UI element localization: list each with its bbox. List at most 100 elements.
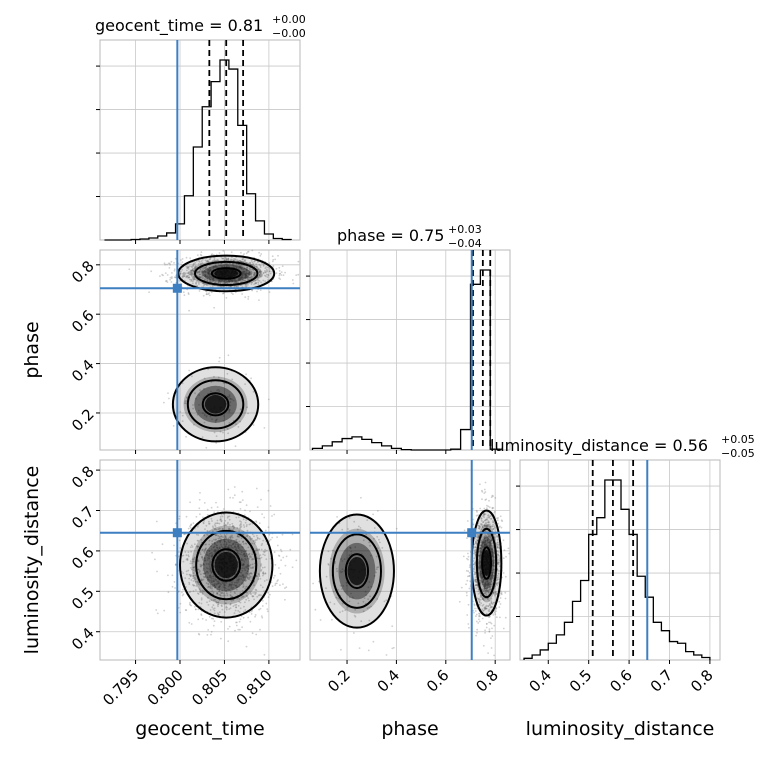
sample-point — [248, 276, 250, 279]
sample-point — [233, 494, 236, 497]
sample-point — [214, 421, 217, 423]
sample-point — [199, 270, 201, 273]
sample-point — [250, 276, 252, 279]
sample-point — [289, 548, 292, 551]
sample-point — [208, 522, 210, 525]
sample-point — [245, 274, 248, 277]
sample-point — [198, 276, 201, 279]
sample-point — [207, 629, 210, 631]
sample-point — [263, 427, 266, 429]
sample-point — [376, 510, 379, 512]
sample-point — [173, 269, 176, 272]
sample-point — [179, 547, 182, 549]
sample-point — [199, 565, 202, 568]
sample-point — [278, 555, 281, 557]
sample-point — [463, 529, 466, 532]
sample-point — [245, 252, 248, 255]
sample-point — [241, 258, 244, 260]
sample-point — [269, 272, 272, 275]
sample-point — [264, 280, 267, 283]
sample-point — [189, 273, 192, 276]
sample-point — [246, 278, 249, 281]
sample-point — [206, 276, 209, 279]
sample-point — [192, 264, 195, 267]
sample-point — [237, 426, 240, 428]
sample-point — [208, 267, 211, 270]
sample-point — [481, 490, 484, 493]
sample-point — [248, 273, 250, 276]
sample-point — [488, 506, 491, 509]
sample-point — [181, 591, 183, 594]
sample-point — [211, 267, 213, 269]
sample-point — [264, 275, 267, 278]
sample-point — [196, 413, 199, 416]
sample-point — [484, 481, 487, 484]
sample-point — [230, 292, 233, 294]
sample-point — [204, 259, 207, 262]
sample-point — [187, 527, 190, 530]
sample-point — [180, 270, 182, 273]
sample-point — [180, 259, 182, 261]
sample-point — [212, 525, 214, 528]
sample-point — [235, 621, 237, 624]
sample-point — [495, 616, 498, 618]
sample-point — [217, 263, 220, 266]
sample-point — [228, 410, 231, 413]
sample-point — [239, 618, 242, 621]
sample-point — [199, 276, 201, 278]
sample-point — [225, 258, 228, 261]
sample-point — [466, 594, 468, 597]
sample-point — [237, 279, 240, 281]
sample-point — [227, 257, 230, 260]
sample-point — [181, 276, 184, 278]
sample-point — [247, 554, 250, 556]
sample-point — [220, 280, 222, 283]
sample-point — [155, 520, 158, 523]
sample-point — [241, 265, 244, 268]
sample-point — [201, 282, 204, 285]
sample-point — [228, 281, 231, 283]
sample-point — [189, 604, 192, 606]
sample-point — [236, 264, 238, 266]
sample-point — [247, 250, 250, 253]
sample-point — [211, 571, 214, 574]
sample-point — [475, 514, 478, 517]
sample-point — [207, 269, 210, 271]
sample-point — [241, 490, 244, 493]
pair-panel-geocent_time-phase — [99, 249, 301, 454]
sample-point — [193, 275, 196, 278]
sample-point — [198, 271, 201, 274]
sample-point — [222, 257, 225, 260]
sample-point — [218, 279, 221, 282]
sample-point — [251, 276, 254, 279]
sample-point — [251, 261, 254, 264]
sample-point — [250, 556, 253, 558]
sample-point — [190, 280, 193, 282]
sample-point — [243, 279, 246, 282]
sample-point — [206, 260, 209, 263]
sample-point — [181, 414, 184, 417]
sample-point — [209, 276, 211, 278]
sample-point — [187, 268, 190, 270]
sample-point — [216, 266, 219, 268]
sample-point — [218, 281, 221, 284]
sample-point — [213, 266, 216, 268]
sample-point — [468, 587, 471, 590]
sample-point — [491, 507, 494, 510]
sample-point — [201, 591, 204, 594]
sample-point — [256, 266, 258, 268]
sample-point — [231, 281, 233, 283]
sample-point — [185, 276, 188, 279]
sample-point — [500, 591, 503, 594]
sample-point — [163, 262, 166, 265]
sample-point — [227, 640, 230, 643]
sample-point — [190, 269, 192, 272]
sample-point — [249, 263, 252, 266]
sample-point — [250, 275, 253, 278]
sample-point — [204, 270, 207, 273]
sample-point — [208, 276, 211, 279]
sample-point — [465, 591, 468, 594]
sample-point — [312, 582, 314, 585]
sample-point — [225, 263, 228, 266]
sample-point — [206, 279, 209, 281]
